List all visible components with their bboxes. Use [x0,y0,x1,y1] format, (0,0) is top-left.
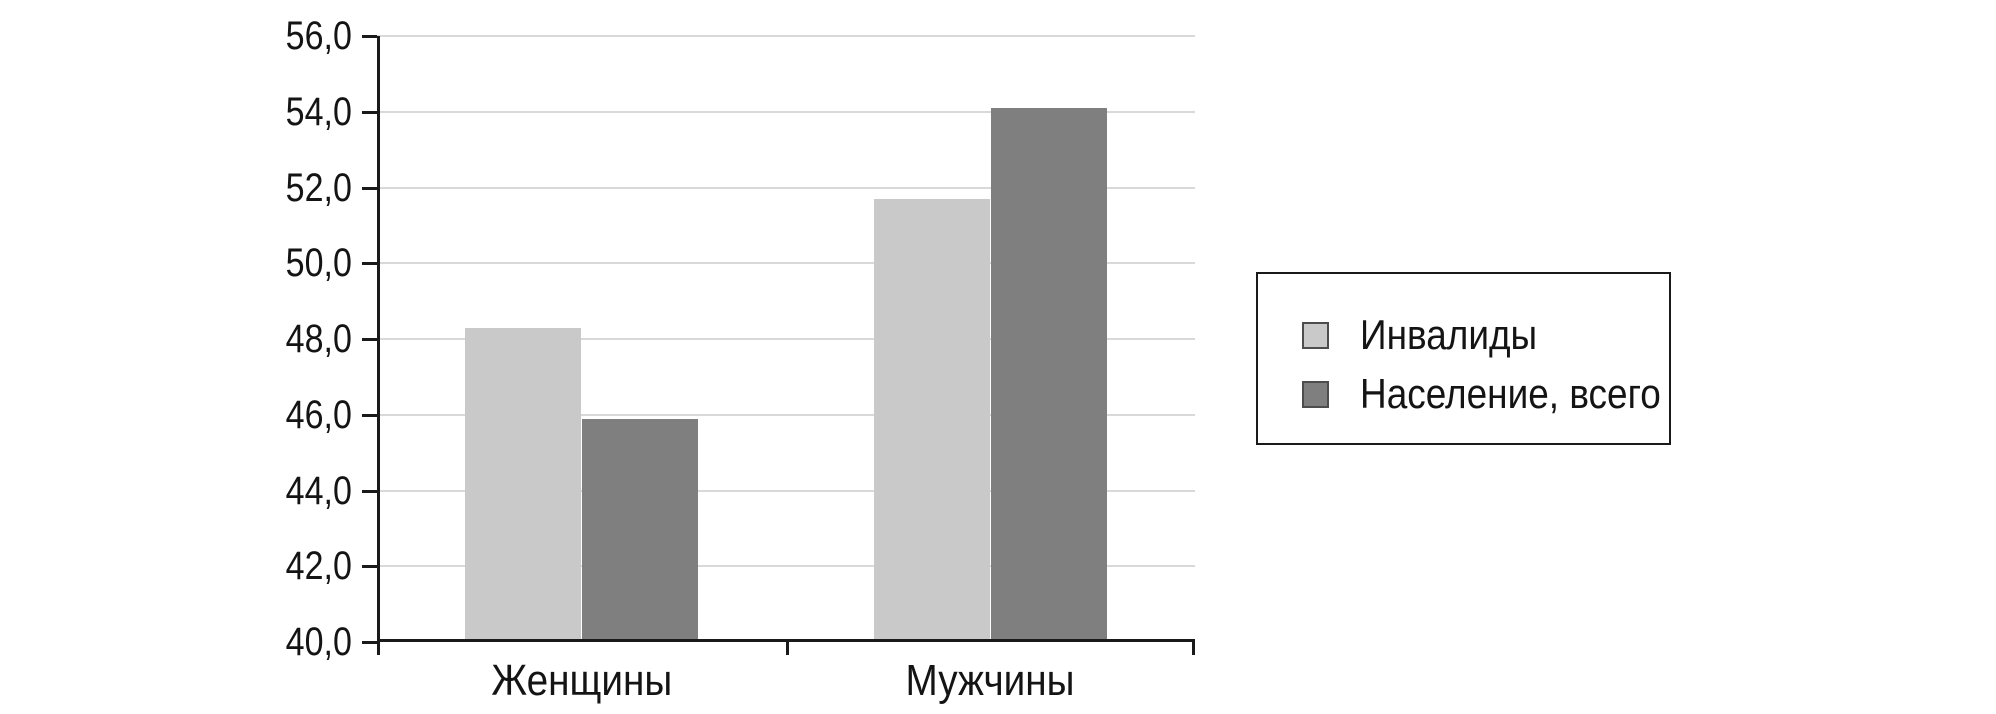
legend: Инвалиды Население, всего [1256,272,1671,445]
x-axis-tick [377,642,380,655]
y-axis-tick-label: 56,0 [285,14,352,58]
y-axis-tick-label: 50,0 [285,241,352,286]
bar [990,107,1108,642]
plot-area [362,35,1195,655]
y-axis-tick [362,186,377,190]
legend-label: Население, всего [1360,370,1661,417]
legend-swatch [1302,380,1329,408]
y-axis-tick [362,413,377,417]
legend-item: Инвалиды [1302,311,1669,359]
gridline [377,110,1195,113]
y-axis-tick [362,262,377,266]
y-axis-tick [362,641,377,644]
y-axis-tick [362,565,377,569]
y-axis-tick-label: 52,0 [285,165,352,210]
bar [581,418,699,642]
x-axis-line [377,639,1195,642]
gridline [377,262,1195,265]
legend-item: Население, всего [1302,370,1669,418]
y-axis-tick-label: 48,0 [285,317,352,361]
y-axis-tick-label: 46,0 [285,392,352,437]
legend-swatch [1302,321,1329,349]
bar [873,198,991,642]
legend-label: Инвалиды [1360,311,1538,358]
gridline [377,413,1195,416]
y-axis-tick [362,35,377,38]
y-axis-tick [362,110,377,114]
y-axis-tick [362,338,377,341]
gridline [377,35,1195,37]
category-label: Женщины [491,656,672,705]
y-axis-tick-label: 42,0 [285,544,352,589]
x-axis-tick [786,642,789,655]
y-axis-tick-label: 40,0 [285,620,352,664]
category-label: Мужчины [906,656,1075,705]
y-axis-tick-label: 44,0 [285,468,352,513]
gridline [377,338,1195,340]
gridline [377,489,1195,492]
y-axis-tick-label: 54,0 [285,89,352,134]
gridline [377,565,1195,568]
gridline [377,186,1195,189]
y-axis-line [377,36,380,652]
x-axis-tick [1192,642,1195,655]
y-axis-tick [362,489,377,493]
bar [464,327,582,642]
